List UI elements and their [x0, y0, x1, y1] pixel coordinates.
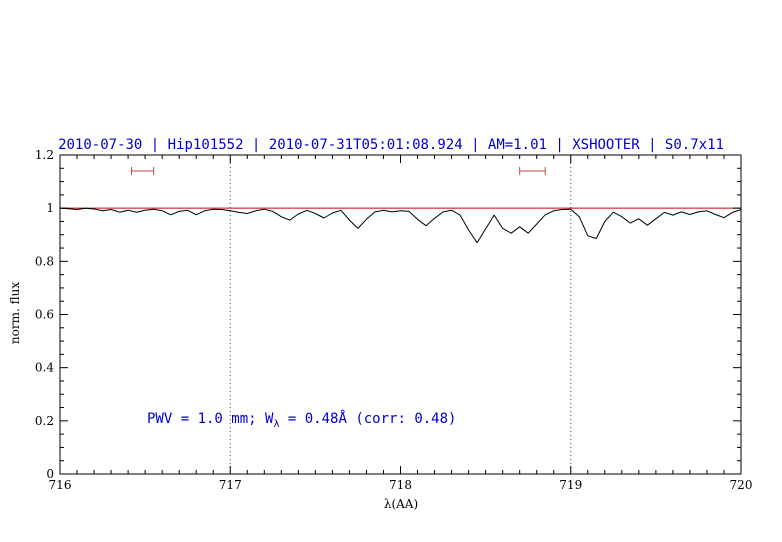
svg-text:719: 719 — [559, 478, 582, 492]
svg-text:720: 720 — [730, 478, 753, 492]
svg-text:0.6: 0.6 — [35, 308, 54, 322]
svg-text:1: 1 — [46, 201, 54, 215]
svg-text:0.2: 0.2 — [35, 414, 54, 428]
plot-title: 2010-07-30 | Hip101552 | 2010-07-31T05:0… — [58, 137, 724, 153]
svg-text:716: 716 — [49, 478, 72, 492]
y-axis-label: norm. flux — [8, 281, 23, 345]
svg-text:717: 717 — [219, 478, 242, 492]
svg-text:0.8: 0.8 — [35, 254, 54, 268]
svg-text:0.4: 0.4 — [35, 361, 54, 375]
svg-text:0: 0 — [46, 467, 54, 481]
pwv-annotation-sub: λ — [273, 418, 280, 430]
svg-text:1.2: 1.2 — [35, 148, 54, 162]
pwv-annotation-pre: PWV = 1.0 mm; W — [147, 411, 274, 427]
svg-text:718: 718 — [389, 478, 412, 492]
x-axis-label: λ(AA) — [383, 497, 419, 511]
pwv-annotation: PWV = 1.0 mm; Wλ = 0.48Å (corr: 0.48) — [147, 411, 456, 430]
pwv-annotation-post: = 0.48Å (corr: 0.48) — [279, 411, 457, 427]
